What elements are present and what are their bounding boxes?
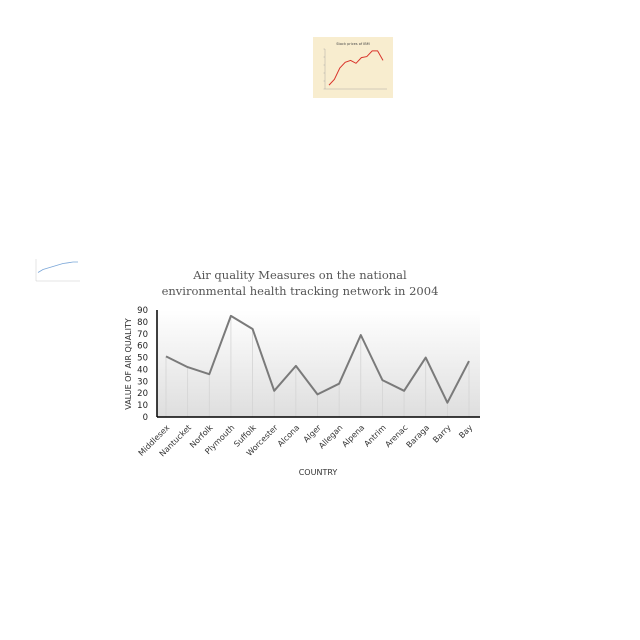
plot-area xyxy=(157,310,480,417)
series-line-group xyxy=(165,314,470,404)
y-tick-label: 90 xyxy=(137,306,148,316)
x-tick-label: Alcona xyxy=(276,423,301,448)
y-tick-label: 30 xyxy=(137,377,148,387)
x-tick-label: Barry xyxy=(431,423,453,445)
x-tick-labels: MiddlesexNantucketNorfolkPlymouthSuffolk… xyxy=(137,423,475,459)
x-tick-label: Baraga xyxy=(405,423,432,450)
y-tick-label: 80 xyxy=(137,318,148,328)
y-tick-label: 60 xyxy=(137,342,148,352)
x-tick-label: Alpena xyxy=(340,423,366,449)
axes xyxy=(156,310,480,418)
x-tick-label: Allegan xyxy=(317,423,344,450)
ibm-stock-line xyxy=(328,50,384,86)
y-tick-label: 0 xyxy=(143,413,148,423)
y-tick-label: 10 xyxy=(137,401,148,411)
small-line-thumbnail xyxy=(30,256,82,285)
ibm-thumbnail-title: Stock prices of IBM xyxy=(336,42,369,46)
drop-lines xyxy=(165,315,470,417)
air-quality-series-line xyxy=(165,314,470,404)
plot-background xyxy=(157,310,480,417)
ibm-stock-thumbnail: Stock prices of IBM xyxy=(313,37,393,98)
small-thumbnail-line xyxy=(37,261,78,273)
y-tick-label: 70 xyxy=(137,330,148,340)
x-tick-label: Bay xyxy=(457,423,474,440)
small-line-thumbnail-plot xyxy=(35,259,80,282)
ibm-stock-thumbnail-plot: Stock prices of IBM xyxy=(323,42,387,90)
y-axis-label: VALUE OF AIR QUALITY xyxy=(124,318,133,410)
y-tick-label: 50 xyxy=(137,354,148,364)
y-tick-label: 20 xyxy=(137,389,148,399)
chart-title: Air quality Measures on the national env… xyxy=(161,268,439,298)
y-tick-label: 40 xyxy=(137,365,148,375)
x-axis-label: COUNTRY xyxy=(299,468,338,477)
